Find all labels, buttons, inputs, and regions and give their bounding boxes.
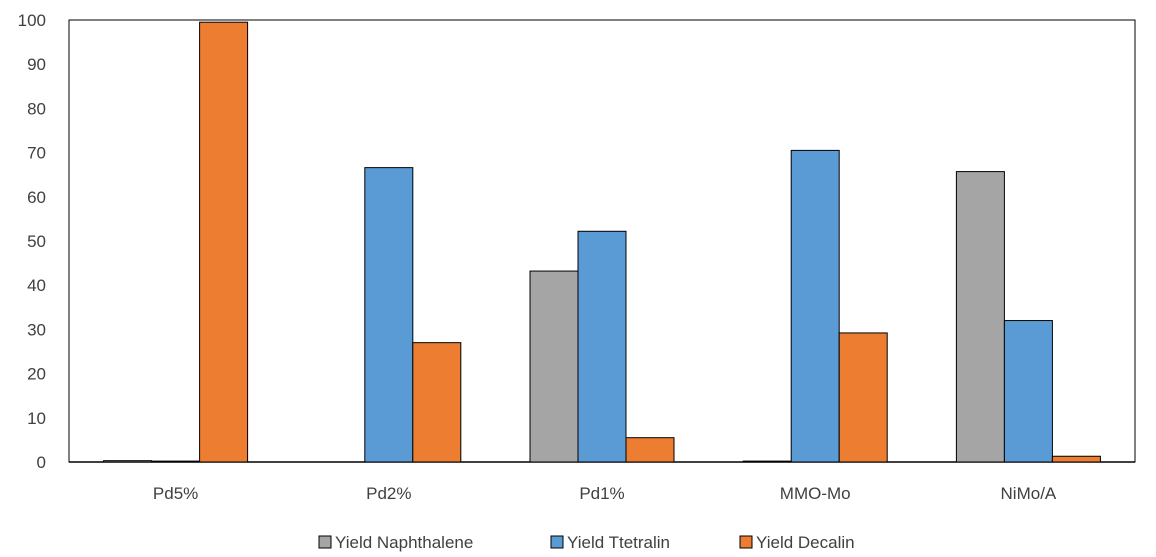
bar bbox=[838, 332, 888, 463]
y-tick-label: 60 bbox=[27, 188, 46, 207]
bar bbox=[529, 270, 579, 463]
legend-label: Yield Naphthalene bbox=[335, 533, 473, 552]
y-tick-label: 0 bbox=[37, 453, 46, 472]
x-category-label: MMO-Mo bbox=[780, 484, 851, 503]
y-tick-label: 20 bbox=[27, 365, 46, 384]
y-axis-ticks: 0 10 20 30 40 50 60 70 80 90 100 bbox=[18, 11, 46, 472]
bar bbox=[364, 167, 414, 463]
y-tick-label: 70 bbox=[27, 144, 46, 163]
legend-swatch bbox=[318, 535, 332, 549]
bar bbox=[199, 21, 249, 463]
bar bbox=[1051, 455, 1101, 463]
legend-label: Yield Decalin bbox=[756, 533, 855, 552]
y-tick-label: 50 bbox=[27, 232, 46, 251]
x-category-label: NiMo/A bbox=[1001, 484, 1057, 503]
bar bbox=[955, 171, 1005, 463]
x-category-label: Pd5% bbox=[153, 484, 198, 503]
bar bbox=[742, 460, 792, 463]
legend-swatch bbox=[739, 535, 753, 549]
legend-swatch bbox=[550, 535, 564, 549]
bar bbox=[1003, 320, 1053, 463]
y-tick-label: 40 bbox=[27, 276, 46, 295]
y-tick-label: 100 bbox=[18, 11, 46, 30]
y-tick-label: 10 bbox=[27, 409, 46, 428]
legend: Yield Naphthalene Yield Ttetralin Yield De… bbox=[318, 533, 855, 552]
x-axis-labels: Pd5% Pd2% Pd1% MMO-Mo NiMo/A bbox=[153, 484, 1057, 503]
x-category-label: Pd2% bbox=[366, 484, 411, 503]
y-tick-label: 30 bbox=[27, 320, 46, 339]
bar bbox=[412, 342, 462, 463]
bar bbox=[151, 460, 201, 463]
bar bbox=[790, 149, 840, 463]
bar bbox=[103, 460, 153, 463]
y-tick-label: 80 bbox=[27, 99, 46, 118]
legend-label: Yield Ttetralin bbox=[567, 533, 670, 552]
bar bbox=[625, 437, 675, 463]
bars bbox=[103, 21, 1101, 463]
x-category-label: Pd1% bbox=[579, 484, 624, 503]
bar bbox=[577, 230, 627, 463]
y-tick-label: 90 bbox=[27, 55, 46, 74]
